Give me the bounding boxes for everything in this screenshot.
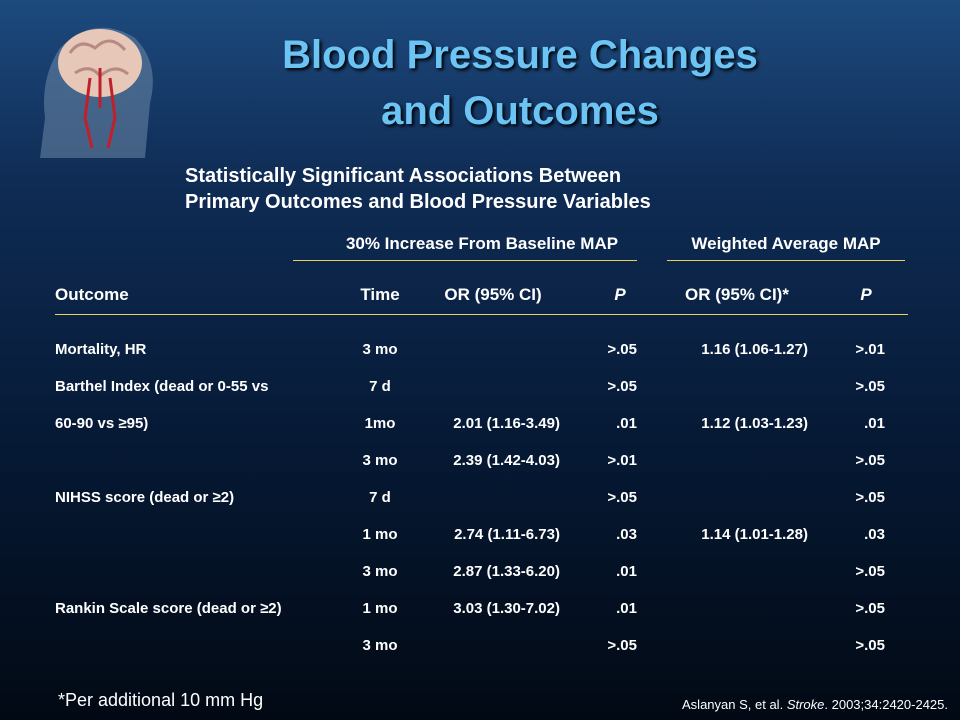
table-cell: 3 mo: [362, 563, 398, 580]
column-header: OR (95% CI)*: [685, 285, 789, 304]
table-cell: 2.39 (1.42-4.03): [453, 452, 560, 469]
table-cell: >.05: [607, 637, 637, 654]
citation: Aslanyan S, et al. Stroke. 2003;34:2420-…: [682, 697, 948, 712]
table-cell: 7 d: [369, 489, 391, 506]
table-cell: >.05: [855, 600, 885, 617]
title: Blood Pressure Changes: [282, 33, 758, 77]
table-cell: 3 mo: [362, 341, 398, 358]
table-cell: >.05: [855, 378, 885, 395]
column-header: Outcome: [55, 285, 129, 304]
table-cell: >.01: [607, 452, 637, 469]
table-cell: 2.01 (1.16-3.49): [453, 415, 560, 432]
table-cell: 1 mo: [362, 600, 398, 617]
rule: [667, 260, 905, 261]
table-cell: 3 mo: [362, 452, 398, 469]
table-cell: 3.03 (1.30-7.02): [453, 600, 560, 617]
table-cell: Rankin Scale score (dead or ≥2): [55, 600, 282, 617]
subtitle: Primary Outcomes and Blood Pressure Vari…: [185, 191, 651, 213]
table-cell: .01: [616, 563, 637, 580]
table-cell: 2.74 (1.11-6.73): [454, 526, 560, 543]
title: and Outcomes: [381, 89, 659, 133]
table-cell: >.05: [855, 563, 885, 580]
table-cell: .03: [616, 526, 637, 543]
footnote: *Per additional 10 mm Hg: [58, 690, 264, 710]
table-cell: >.05: [607, 341, 637, 358]
citation-journal: Stroke: [786, 697, 825, 712]
table-cell: 1.16 (1.06-1.27): [701, 341, 808, 358]
table-cell: >.05: [855, 452, 885, 469]
rule: [293, 260, 637, 261]
table-cell: >.05: [607, 489, 637, 506]
table-cell: .01: [616, 415, 637, 432]
table-cell: .03: [864, 526, 885, 543]
column-header: Time: [360, 285, 400, 304]
table-cell: 60-90 vs ≥95): [55, 415, 149, 432]
table-cell: .01: [864, 415, 885, 432]
table-cell: 7 d: [369, 378, 391, 395]
table-cell: >.01: [855, 341, 885, 358]
group-header: 30% Increase From Baseline MAP: [345, 234, 619, 253]
table-cell: >.05: [855, 489, 885, 506]
table-cell: 2.87 (1.33-6.20): [453, 563, 560, 580]
column-header: P: [860, 285, 872, 304]
table-cell: >.05: [855, 637, 885, 654]
column-header: P: [614, 285, 626, 304]
table-cell: NIHSS score (dead or ≥2): [55, 489, 235, 506]
table-cell: 1mo: [364, 415, 396, 432]
brain-icon: [40, 27, 153, 158]
citation-authors: Aslanyan S, et al.: [682, 697, 784, 712]
table-cell: 1.14 (1.01-1.28): [701, 526, 808, 543]
table-cell: Barthel Index (dead or 0-55 vs: [55, 378, 269, 395]
table-cell: 1.12 (1.03-1.23): [701, 415, 808, 432]
column-header: OR (95% CI): [444, 285, 542, 304]
rule: [55, 314, 908, 315]
table-cell: 3 mo: [362, 637, 398, 654]
subtitle: Statistically Significant Associations B…: [185, 165, 622, 187]
citation-details: . 2003;34:2420-2425.: [824, 697, 948, 712]
table-cell: Mortality, HR: [55, 341, 147, 358]
table-cell: .01: [616, 600, 637, 617]
table-cell: 1 mo: [362, 526, 398, 543]
group-header: Weighted Average MAP: [691, 234, 881, 253]
table-cell: >.05: [607, 378, 637, 395]
